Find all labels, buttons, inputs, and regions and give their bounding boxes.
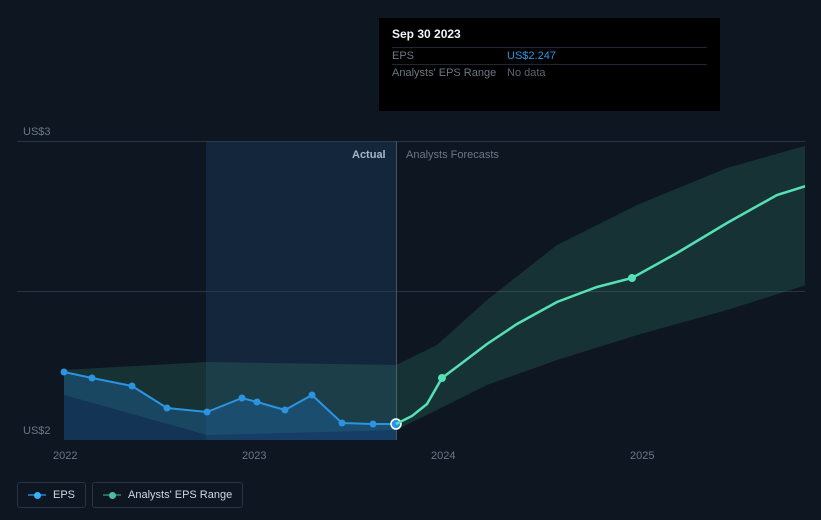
tooltip-row-eps: EPS US$2.247 [392,47,707,64]
legend-swatch-icon [28,491,46,499]
tooltip-key: Analysts' EPS Range [392,67,507,79]
x-axis-label: 2022 [53,450,77,462]
legend-label: EPS [53,489,75,501]
tooltip-title: Sep 30 2023 [392,27,707,41]
legend-swatch-icon [103,491,121,499]
tooltip-row-range: Analysts' EPS Range No data [392,64,707,81]
tooltip-value: No data [507,67,546,79]
x-axis-label: 2024 [431,450,455,462]
tooltip-value: US$2.247 [507,50,556,62]
chart-tooltip: Sep 30 2023 EPS US$2.247 Analysts' EPS R… [379,18,720,111]
legend-label: Analysts' EPS Range [128,489,232,501]
tooltip-key: EPS [392,50,507,62]
legend-item-range[interactable]: Analysts' EPS Range [92,482,243,508]
x-axis-label: 2023 [242,450,266,462]
chart-legend: EPS Analysts' EPS Range [17,482,243,508]
x-axis-label: 2025 [630,450,654,462]
legend-item-eps[interactable]: EPS [17,482,86,508]
